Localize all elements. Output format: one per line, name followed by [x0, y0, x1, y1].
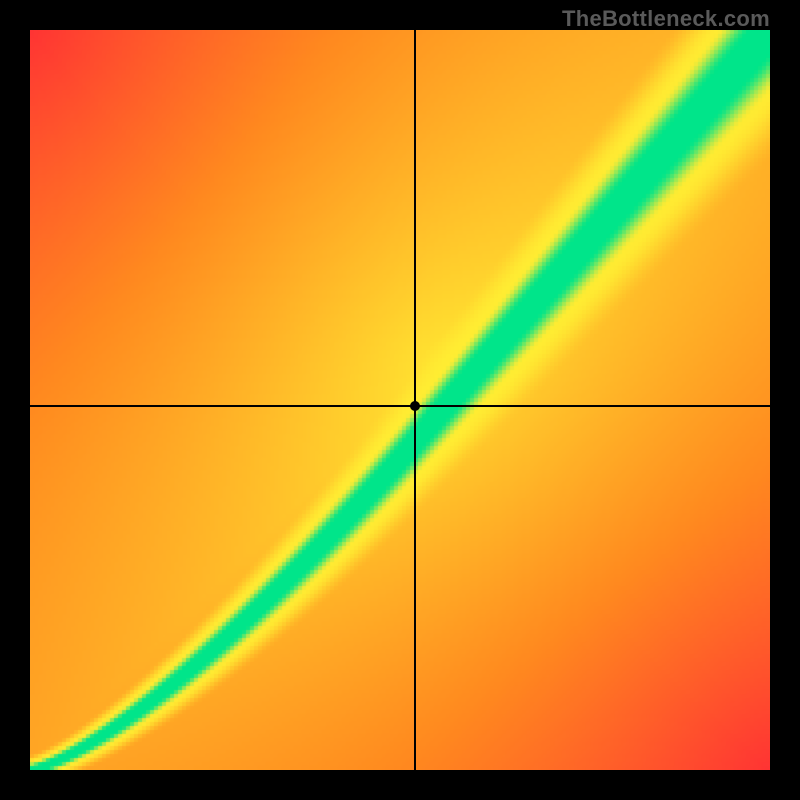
chart-container: { "watermark": { "text": "TheBottleneck.…: [0, 0, 800, 800]
heatmap-canvas: [30, 30, 770, 770]
heatmap-plot: [30, 30, 770, 770]
crosshair-horizontal: [30, 405, 770, 407]
crosshair-dot: [410, 401, 420, 411]
watermark-text: TheBottleneck.com: [562, 6, 770, 32]
